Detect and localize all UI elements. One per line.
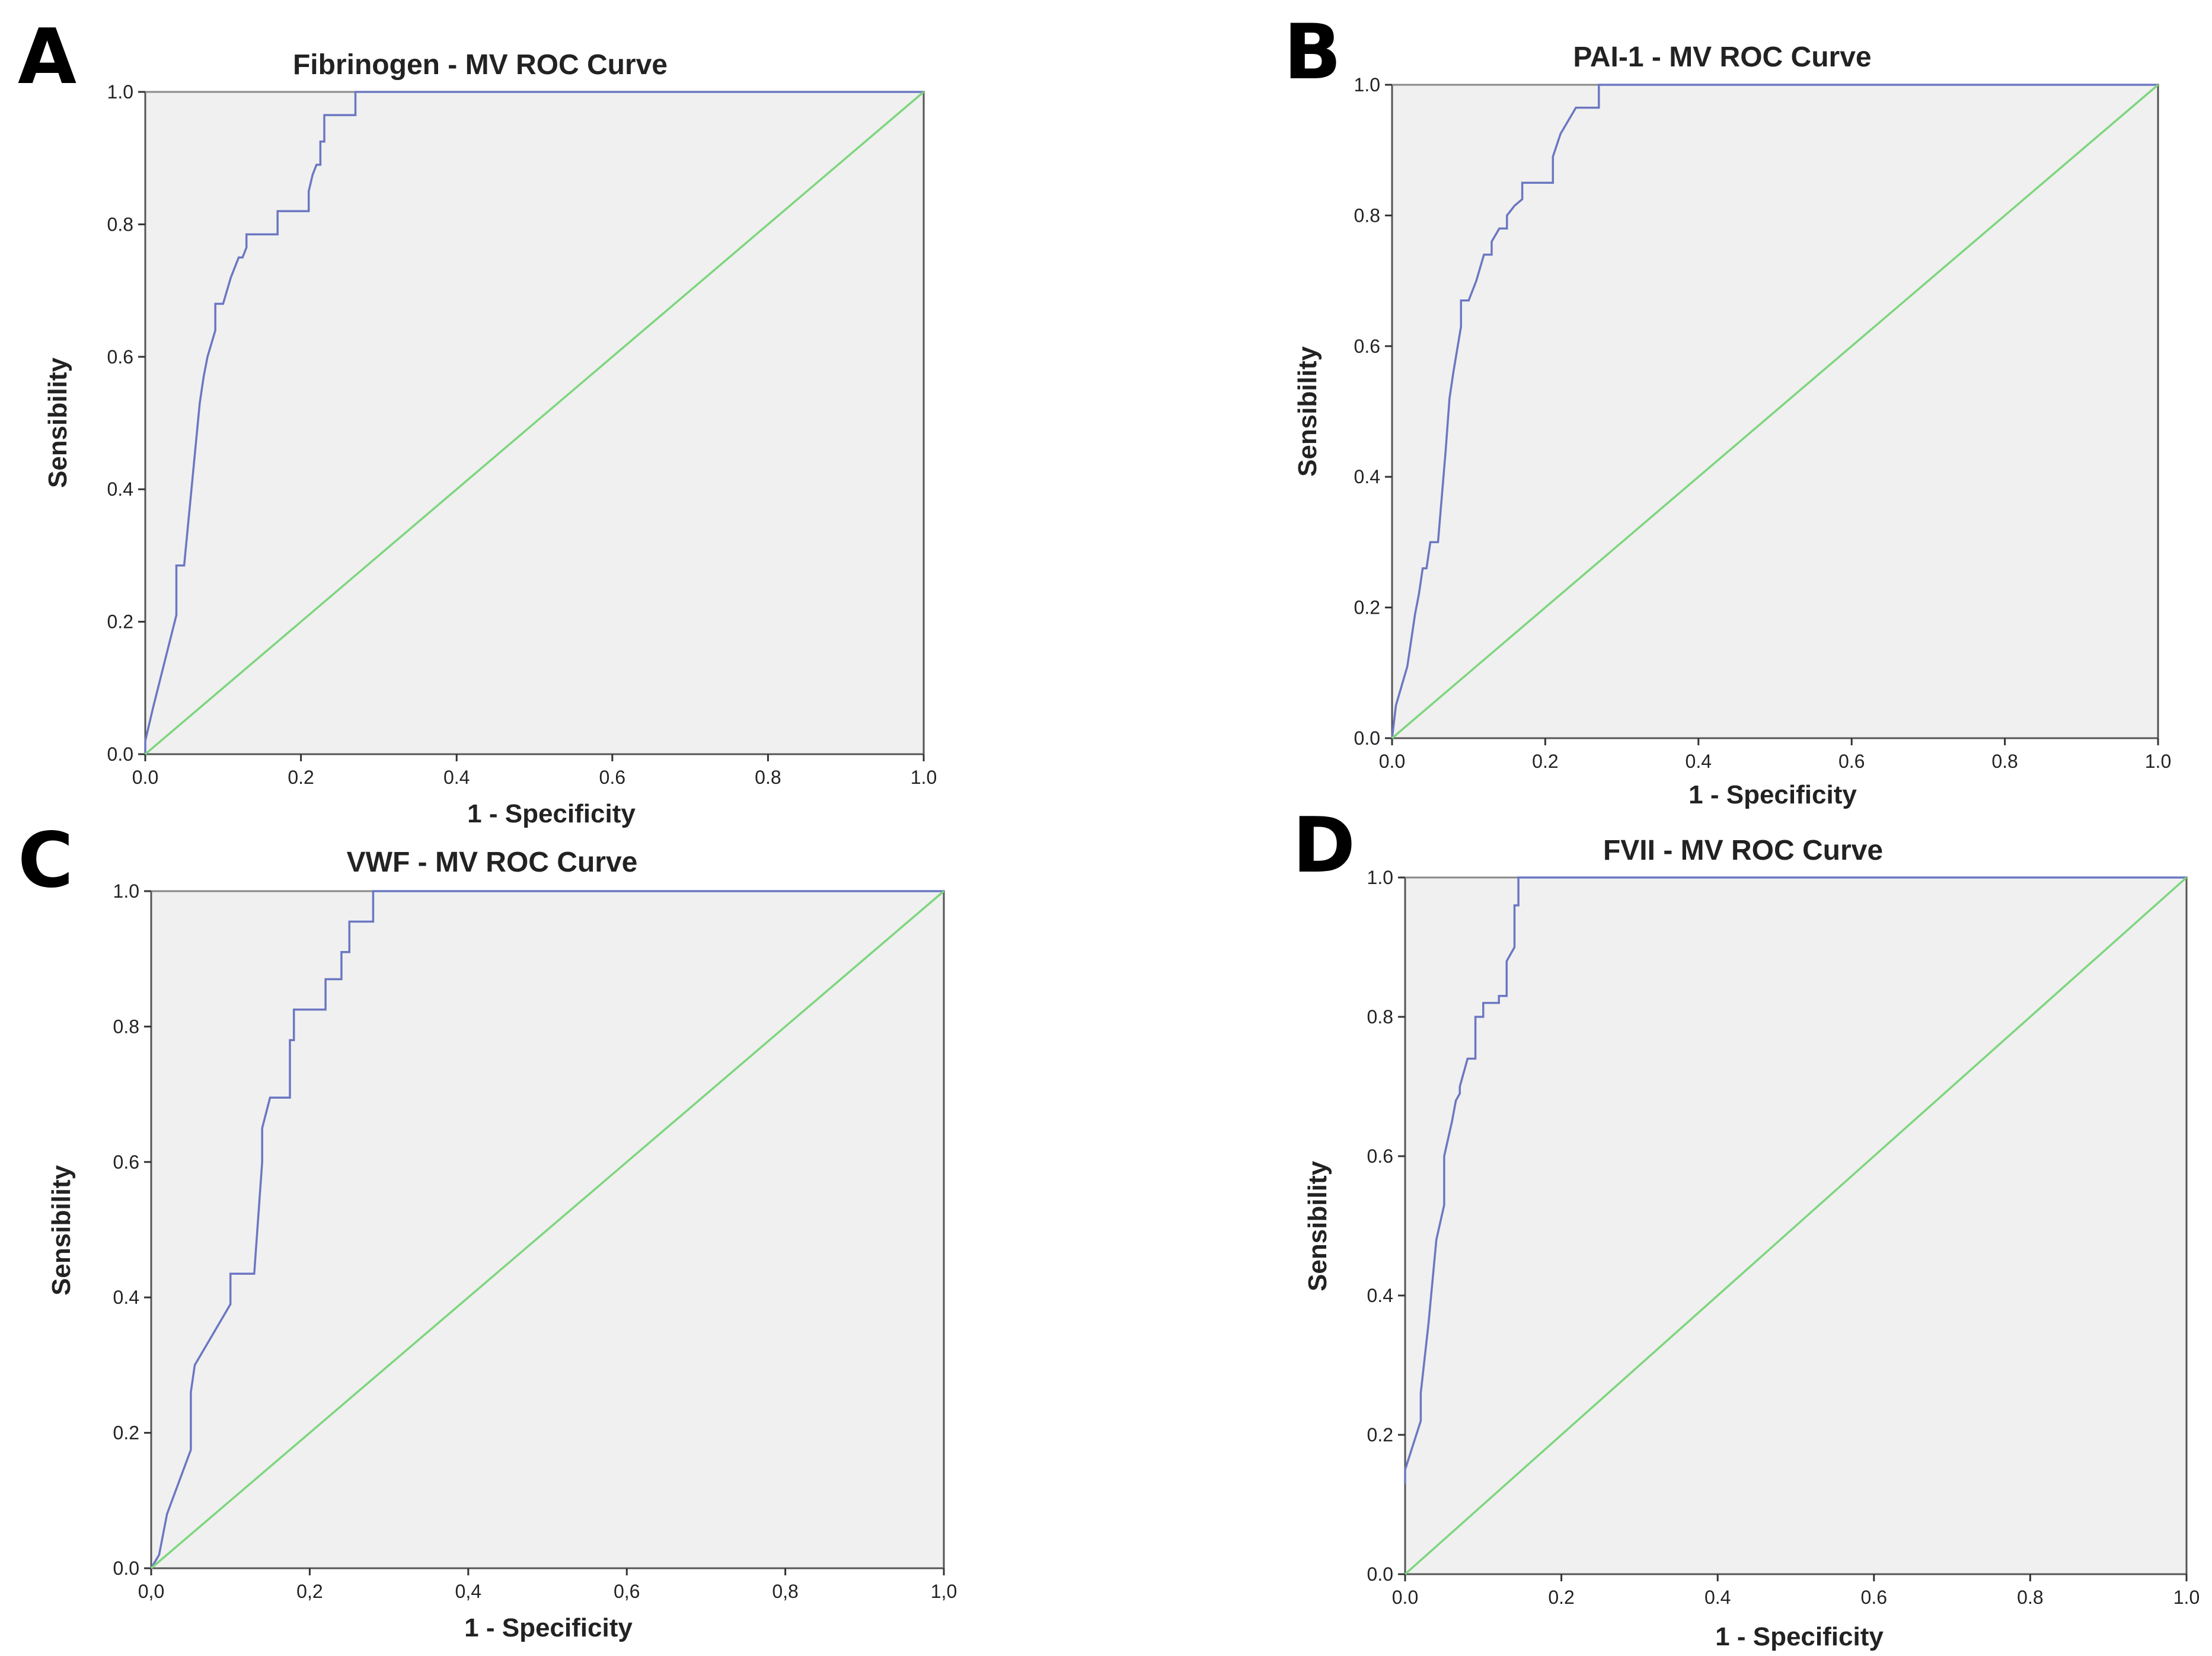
x-tick-label: 0.4: [1686, 751, 1712, 772]
x-axis-title: 1 - Specificity: [467, 799, 636, 828]
y-tick-label: 0.0: [1354, 728, 1380, 749]
y-tick-label: 0.0: [113, 1558, 139, 1579]
y-tick-label: 1.0: [107, 81, 133, 103]
x-tick-label: 0,4: [455, 1581, 481, 1602]
x-tick-label: 0.8: [755, 767, 781, 788]
y-tick-label: 0.2: [107, 611, 133, 633]
x-tick-label: 0,8: [772, 1581, 798, 1602]
x-tick-label: 0.6: [599, 767, 625, 788]
x-tick-label: 0.0: [1392, 1587, 1418, 1608]
y-tick-label: 0.6: [113, 1151, 139, 1173]
x-tick-label: 0,2: [296, 1581, 323, 1602]
y-axis-title: Sensibility: [1303, 1160, 1332, 1291]
x-tick-label: 0.0: [1379, 751, 1405, 772]
chart-title: PAI-1 - MV ROC Curve: [1573, 42, 1871, 73]
x-tick-label: 0.0: [132, 767, 158, 788]
y-tick-label: 0.4: [1354, 466, 1380, 487]
x-tick-label: 0,6: [614, 1581, 640, 1602]
y-tick-label: 0.8: [1367, 1006, 1393, 1028]
x-tick-label: 0.8: [2017, 1587, 2043, 1608]
panel-letter: D: [1292, 802, 1355, 890]
y-tick-label: 0.6: [1354, 336, 1380, 357]
reference-line: [1404, 876, 2188, 1575]
x-tick-label: 1.0: [911, 767, 937, 788]
chart-title: Fibrinogen - MV ROC Curve: [293, 49, 668, 81]
panel-letter: C: [18, 816, 74, 905]
x-tick-label: 1.0: [2173, 1587, 2200, 1608]
y-tick-label: 0.4: [1367, 1285, 1393, 1306]
y-tick-label: 0.8: [1354, 205, 1380, 226]
y-axis-title: Sensibility: [43, 357, 72, 488]
reference-line: [1391, 84, 2159, 739]
x-tick-label: 0.6: [1861, 1587, 1887, 1608]
y-axis-title: Sensibility: [1293, 346, 1322, 477]
roc-curve-line: [1404, 876, 2187, 1484]
x-tick-label: 1,0: [931, 1581, 957, 1602]
x-tick-label: 0.2: [1532, 751, 1558, 772]
reference-line: [150, 890, 945, 1569]
x-axis-title: 1 - Specificity: [1715, 1622, 1884, 1651]
y-tick-label: 1.0: [113, 880, 139, 902]
chart-title: VWF - MV ROC Curve: [347, 847, 638, 878]
y-tick-label: 0.0: [1367, 1564, 1393, 1585]
panel-letter: B: [1284, 8, 1342, 97]
x-tick-label: 0.4: [1705, 1587, 1731, 1608]
reference-line: [144, 91, 925, 755]
y-tick-label: 1.0: [1367, 867, 1393, 888]
x-tick-label: 0.6: [1838, 751, 1865, 772]
y-tick-label: 0.2: [113, 1422, 139, 1444]
chart-title: FVII - MV ROC Curve: [1603, 835, 1883, 866]
y-tick-label: 0.4: [113, 1287, 139, 1308]
roc-curve-line: [144, 91, 924, 754]
y-tick-label: 1.0: [1354, 74, 1380, 95]
y-tick-label: 0.8: [113, 1016, 139, 1037]
y-tick-label: 0.4: [107, 478, 133, 500]
y-tick-label: 0.6: [1367, 1146, 1393, 1167]
y-tick-label: 0.8: [107, 213, 133, 235]
x-tick-label: 0.2: [288, 767, 314, 788]
y-tick-label: 0.2: [1367, 1424, 1393, 1446]
x-axis-title: 1 - Specificity: [464, 1613, 633, 1642]
roc-curve-line: [1391, 84, 2158, 739]
roc-curve-line: [150, 890, 944, 1569]
x-axis-title: 1 - Specificity: [1688, 780, 1857, 809]
x-tick-label: 0.4: [443, 767, 470, 788]
x-tick-label: 1.0: [2145, 751, 2171, 772]
x-tick-label: 0,0: [138, 1581, 164, 1602]
x-tick-label: 0.8: [1991, 751, 2018, 772]
roc-panel-b: B PAI-1 - MV ROC Curve 1 - Specificity Sens…: [1284, 8, 2171, 809]
roc-panel-a: A Fibrinogen - MV ROC Curve 1 - Specificit…: [18, 13, 937, 828]
y-tick-label: 0.2: [1354, 597, 1380, 618]
roc-panel-c: C VWF - MV ROC Curve 1 - Specificity Sensib…: [18, 816, 957, 1642]
x-tick-label: 0.2: [1548, 1587, 1574, 1608]
y-tick-label: 0.6: [107, 346, 133, 368]
y-axis-title: Sensibility: [47, 1164, 76, 1296]
roc-panel-d: D FVII - MV ROC Curve 1 - Specificity Sensi…: [1292, 802, 2200, 1651]
y-tick-label: 0.0: [107, 744, 133, 765]
panel-letter: A: [18, 13, 76, 101]
